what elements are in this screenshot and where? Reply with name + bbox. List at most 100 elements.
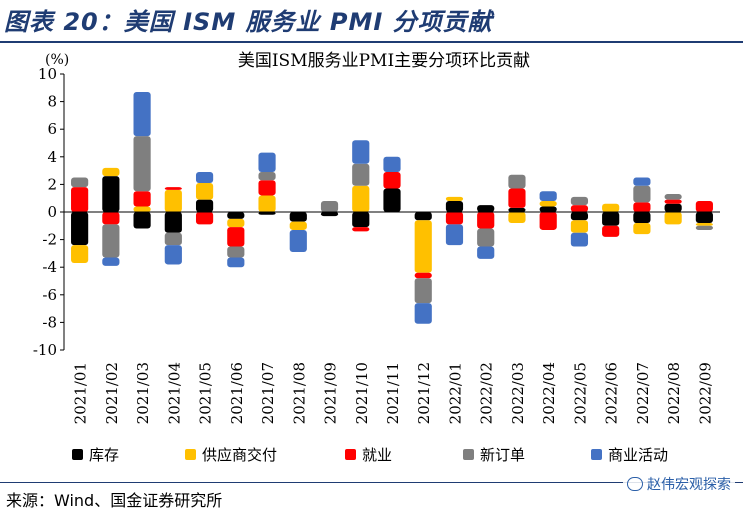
x-tick-label: 2021/10	[353, 362, 371, 424]
x-tick-label: 2021/06	[228, 362, 246, 424]
legend-swatch-0	[72, 449, 83, 460]
y-tick-label: 8	[47, 93, 57, 111]
bar-2021-04-1	[164, 189, 182, 212]
bar-2022-04-1	[539, 200, 557, 207]
bar-2022-05-3	[570, 196, 589, 206]
bar-2022-07-2	[633, 202, 651, 212]
bar-2022-08-3	[664, 194, 682, 200]
bar-2022-03-3	[508, 174, 526, 189]
x-tick-label: 2021/12	[415, 362, 433, 424]
bar-2022-03-2	[508, 188, 526, 208]
bar-2021-01-1	[71, 245, 89, 264]
legend-label-0: 库存	[89, 446, 119, 464]
bar-2022-08-0	[664, 203, 682, 212]
bar-2021-06-3	[227, 246, 245, 258]
bar-2021-10-3	[352, 163, 370, 186]
y-tick-label: -8	[42, 313, 57, 331]
bar-2021-08-4	[289, 229, 307, 253]
bar-2021-01-3	[71, 177, 89, 188]
bar-2021-07-0	[258, 212, 276, 215]
bar-2021-03-1	[133, 206, 151, 212]
bar-2022-03-0	[508, 207, 526, 212]
bar-2021-08-1	[289, 221, 307, 230]
bar-2021-05-0	[195, 199, 214, 212]
bar-2022-08-1	[664, 212, 682, 225]
bar-2021-04-0	[164, 212, 182, 233]
x-tick-label: 2022/06	[603, 362, 621, 424]
x-tick-label: 2021/05	[197, 362, 215, 424]
bar-2021-03-2	[133, 191, 151, 207]
bar-2021-03-4	[133, 91, 151, 137]
bar-2022-01-4	[445, 224, 464, 246]
x-tick-label: 2021/04	[165, 362, 183, 424]
bar-2021-10-1	[352, 185, 370, 212]
source-note: 来源：Wind、国金证券研究所	[6, 491, 223, 510]
x-tick-label: 2022/08	[665, 362, 683, 424]
bar-2021-10-4	[352, 140, 370, 164]
bar-2021-02-2	[102, 212, 120, 225]
x-tick-label: 2021/03	[134, 362, 152, 424]
bar-2022-07-3	[633, 185, 651, 203]
bar-2021-06-0	[227, 212, 245, 219]
watermark-text: 赵伟宏观探索	[647, 477, 731, 493]
y-axis-unit-label: (%)	[45, 52, 69, 68]
bar-2021-03-0	[133, 212, 151, 229]
y-tick-label: 6	[47, 120, 57, 138]
bar-2021-12-2	[414, 272, 432, 279]
bar-2021-09-3	[320, 200, 339, 212]
bar-2021-12-1	[414, 220, 432, 273]
bar-2021-03-3	[133, 136, 151, 192]
bar-2021-01-2	[71, 187, 89, 212]
bar-2021-11-2	[383, 171, 401, 189]
watermark: 赵伟宏观探索	[623, 472, 735, 496]
chart-title: 美国ISM服务业PMI主要分项环比贡献	[238, 51, 530, 71]
bar-2022-03-1	[508, 212, 526, 224]
bar-2022-09-1	[695, 223, 713, 226]
bar-2022-04-0	[539, 206, 557, 212]
bar-2021-10-0	[352, 212, 370, 228]
bar-2022-01-2	[445, 212, 464, 225]
bar-2021-11-4	[383, 156, 401, 172]
bar-2022-01-1	[445, 196, 464, 201]
bar-2022-04-2	[539, 212, 557, 230]
bar-2022-06-1	[602, 203, 620, 212]
legend-swatch-4	[591, 449, 602, 460]
bar-2022-07-0	[633, 212, 651, 224]
x-tick-label: 2021/02	[103, 362, 121, 424]
legend-swatch-3	[463, 449, 474, 460]
bar-2022-02-4	[477, 246, 495, 259]
bar-2022-01-0	[445, 200, 464, 212]
x-tick-label: 2021/01	[72, 362, 90, 424]
y-tick-label: -10	[33, 341, 57, 359]
bar-2021-04-2	[164, 187, 182, 190]
legend-label-2: 就业	[362, 446, 392, 464]
x-tick-label: 2022/02	[478, 362, 496, 424]
x-tick-label: 2021/08	[290, 362, 308, 424]
title-divider	[0, 41, 743, 43]
bar-2021-02-1	[102, 167, 120, 177]
bar-2022-07-1	[633, 223, 651, 235]
source-divider	[0, 482, 743, 483]
stacked-bar-chart: 美国ISM服务业PMI主要分项环比贡献 (%) 10 8 6 4 2 0 -2 -4 -6 -8 -…	[33, 51, 720, 464]
wechat-icon	[627, 477, 643, 491]
x-tick-label: 2022/04	[540, 362, 558, 424]
y-tick-label: 10	[38, 65, 57, 83]
legend-label-3: 新订单	[480, 446, 525, 464]
bar-2021-12-3	[414, 278, 432, 304]
bar-2022-05-2	[570, 205, 589, 212]
bar-2021-09-0	[320, 212, 339, 217]
x-tick-label: 2021/07	[259, 362, 277, 424]
x-tick-label: 2021/11	[384, 362, 402, 424]
x-tick-label: 2022/03	[509, 362, 527, 424]
bar-2022-05-1	[570, 220, 589, 233]
bar-2021-07-1	[258, 195, 276, 212]
bar-2021-02-3	[102, 224, 120, 258]
bars-layer	[71, 91, 713, 324]
y-tick-label: 2	[47, 175, 57, 193]
x-tick-label: 2022/05	[571, 362, 589, 424]
bar-2021-04-3	[164, 232, 182, 246]
y-tick-label: -4	[42, 258, 57, 276]
x-tick-label: 2022/01	[446, 362, 464, 424]
x-tick-label: 2022/09	[696, 362, 714, 424]
bar-2021-06-1	[227, 218, 245, 228]
